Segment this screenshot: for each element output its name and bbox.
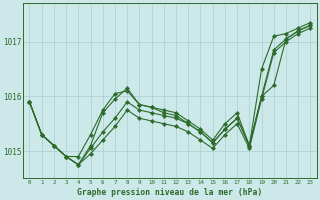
X-axis label: Graphe pression niveau de la mer (hPa): Graphe pression niveau de la mer (hPa)	[77, 188, 263, 197]
